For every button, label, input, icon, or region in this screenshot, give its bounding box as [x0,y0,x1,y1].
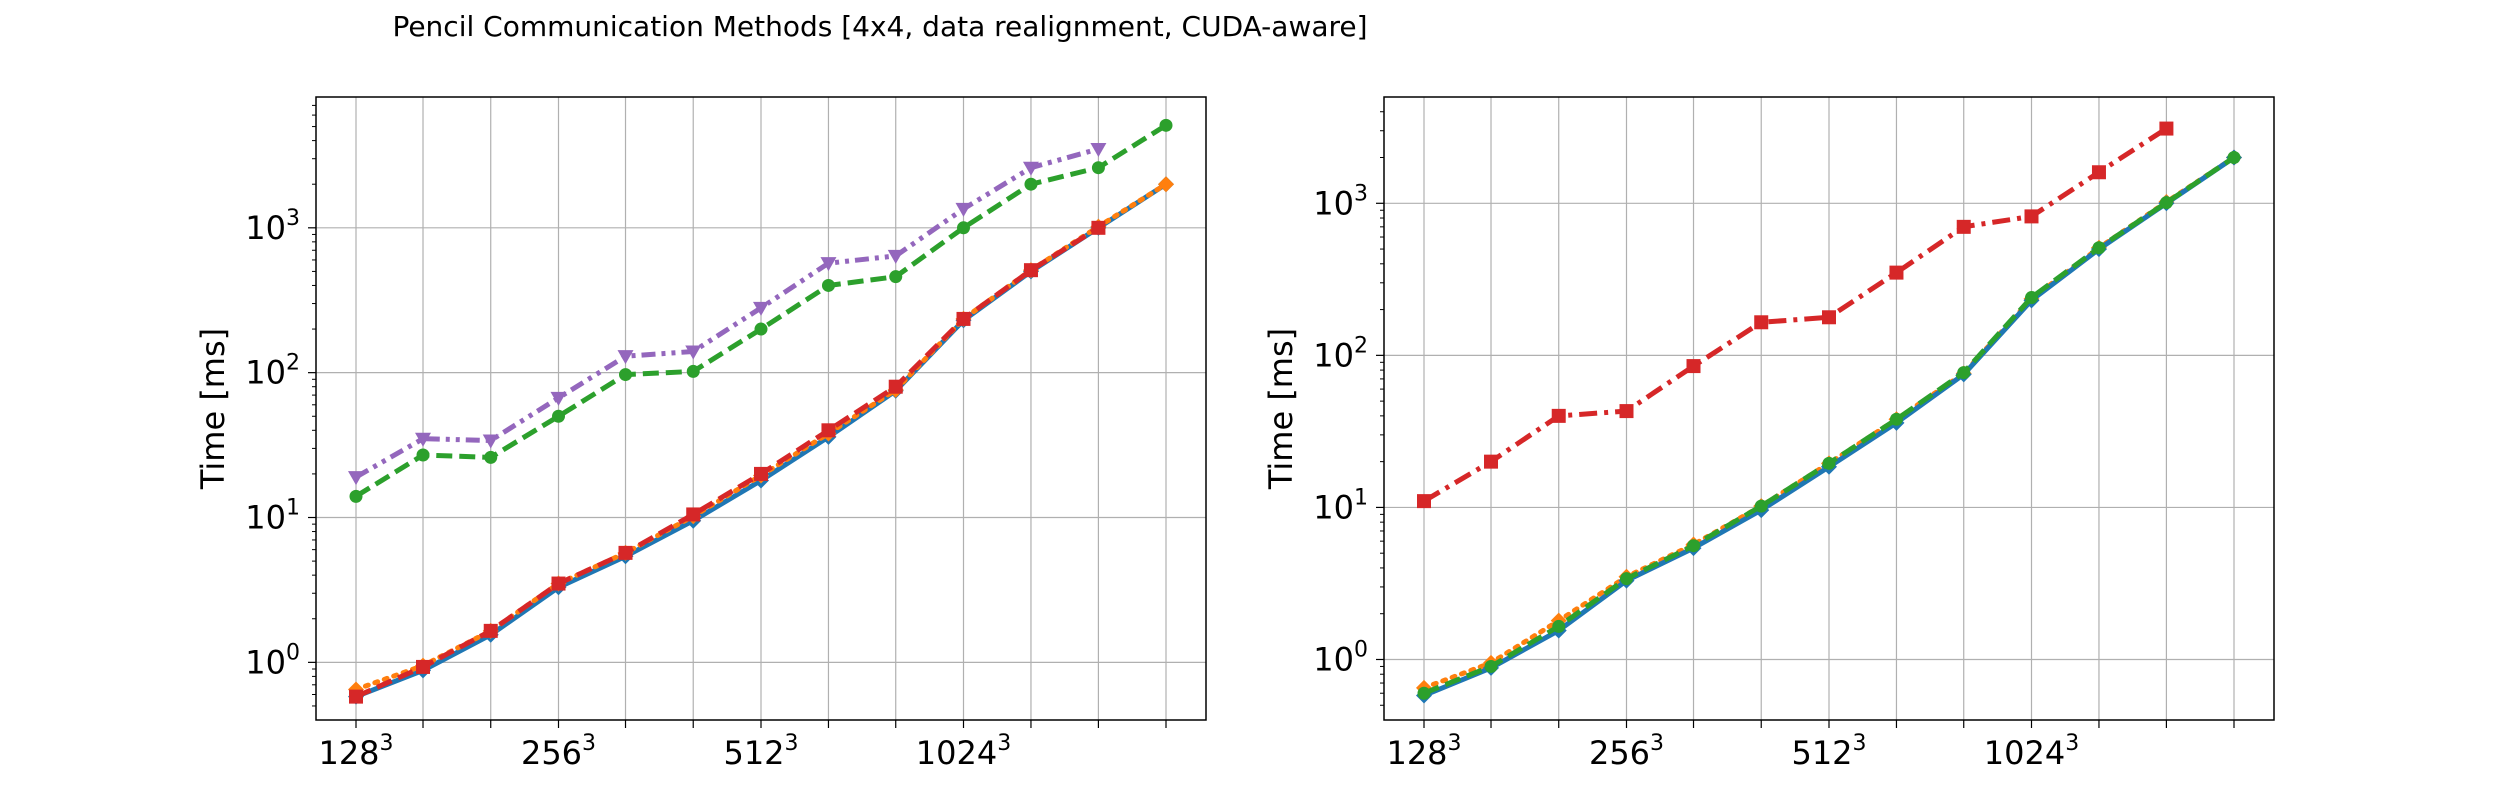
chart-panel-2: 1283 2563 5123 10243 100 101 102 103 Time [ms] [1262,96,2275,772]
data-point [1620,572,1633,586]
data-point [2091,165,2106,180]
data-point [1417,494,1431,509]
y-tick-label: 102 [1313,333,1368,374]
data-point [415,432,432,447]
data-point [1022,161,1039,176]
data-point [551,576,566,591]
chart-panel-1: 1283 2563 5123 10243 100 101 102 103 Time [ms] [194,96,1207,772]
data-point [1091,220,1106,235]
data-point [888,379,903,394]
data-point [1091,161,1105,175]
data-point [2025,291,2038,305]
plot-frame [315,96,1207,721]
x-tick-label: 2563 [1589,731,1664,772]
data-point [887,249,904,264]
data-point [1024,177,1038,191]
data-point [2159,196,2173,210]
data-point [1619,404,1634,419]
series-5 [348,143,1107,486]
series-line [1422,126,2168,504]
y-tick-label: 103 [245,206,300,247]
data-point [349,689,363,704]
series-line [354,146,1100,480]
series-line [354,225,1100,699]
y-tick-label: 101 [245,496,300,537]
data-point [2092,241,2106,255]
x-tick-label: 1283 [1386,731,1461,772]
series-3 [349,118,1173,503]
y-tick-label: 103 [1313,181,1368,222]
series-4 [349,220,1106,704]
data-point [1956,219,1971,234]
y-axis-label: Time [ms] [1262,328,1300,490]
x-tick-label: 10243 [916,731,1011,772]
data-point [1551,408,1566,423]
y-axis-label: Time [ms] [194,328,232,490]
data-point [1889,412,1903,426]
data-point [821,423,836,438]
y-tick-label: 100 [1313,637,1368,678]
series-4 [1417,121,2174,509]
data-point [482,434,499,449]
y-tick-label: 100 [245,640,300,681]
data-point [618,545,633,560]
data-point [1754,499,1768,513]
data-point [753,301,769,316]
data-point [617,350,634,365]
data-point [1484,454,1499,469]
x-tick-label: 5123 [1791,731,1866,772]
data-point [1957,366,1971,380]
data-point [956,311,971,326]
data-point [348,471,364,486]
data-point [416,448,430,462]
data-point [1687,539,1701,553]
data-point [1484,659,1498,673]
data-point [686,364,700,378]
data-point [686,507,701,522]
y-tick-label: 102 [245,351,300,392]
data-point [349,489,363,503]
data-point [416,659,431,674]
data-point [2024,209,2039,224]
x-tick-label: 5123 [723,731,798,772]
data-point [1552,619,1566,633]
data-point [2159,121,2174,136]
y-tick-label: 101 [1313,485,1368,526]
data-point [821,278,835,292]
data-point [889,270,903,284]
data-point [1822,456,1836,470]
series-3 [1417,151,2241,700]
data-point [2227,151,2241,165]
x-tick-label: 1283 [318,731,393,772]
data-point [1158,176,1174,193]
data-point [685,345,702,360]
data-point [484,450,498,464]
data-point [550,391,567,406]
plot-frame [1383,96,2275,721]
data-point [1090,143,1107,158]
data-point [1822,310,1836,325]
data-point [1889,265,1904,280]
data-point [1159,118,1173,132]
data-point [955,202,972,217]
data-point [1417,686,1431,700]
data-point [957,221,970,235]
data-point [754,322,768,336]
data-point [820,257,837,272]
x-tick-label: 2563 [521,731,596,772]
x-tick-label: 10243 [1984,731,2079,772]
data-point [754,466,768,481]
data-point [1023,263,1038,278]
data-point [619,368,633,382]
figure-title: Pencil Communication Methods [4x4, data … [392,10,1368,43]
data-point [1754,315,1769,330]
data-point [1686,359,1701,374]
data-point [483,623,498,638]
data-point [552,409,565,423]
